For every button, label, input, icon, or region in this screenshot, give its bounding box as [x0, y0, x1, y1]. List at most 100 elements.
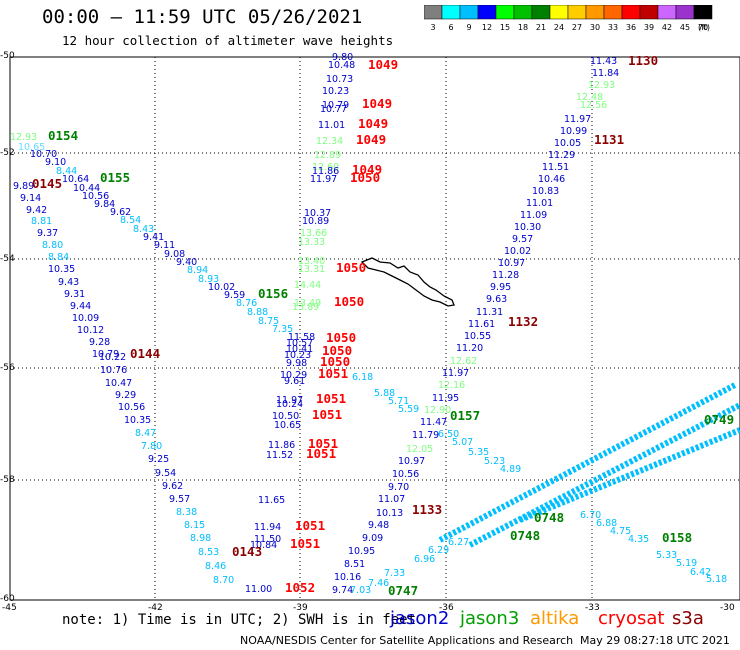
- pass-time-label: 1049: [356, 132, 386, 147]
- colorbar-tick-label: 39: [644, 23, 654, 32]
- colorbar-swatch: [621, 5, 641, 20]
- wave-height-label: 12.05: [406, 444, 433, 455]
- wave-height-label: 10.47: [105, 378, 132, 389]
- wave-height-label: 10.73: [326, 74, 353, 85]
- wave-height-label: 10.46: [538, 174, 565, 185]
- wave-height-label: 9.74: [332, 585, 353, 596]
- pass-time-label: 1050: [320, 354, 350, 369]
- wave-height-label: 6.88: [596, 518, 617, 529]
- wave-height-label: 9.84: [94, 199, 115, 210]
- wave-height-label: 11.01: [526, 198, 553, 209]
- wave-height-label: 11.61: [468, 319, 495, 330]
- wave-height-label: 9.10: [45, 157, 66, 168]
- wave-height-label: 10.35: [48, 264, 75, 275]
- wave-height-label: 10.57: [286, 338, 313, 349]
- colorbar: 3 6 9 12 15 18 21 24 27 30 33 36 39 42 45 70(ft): [424, 5, 713, 32]
- note-text: note: 1) Time is in UTC; 2) SWH is in fe…: [62, 612, 417, 628]
- lat-label-58: -58: [0, 475, 15, 485]
- wave-height-label: 4.89: [500, 464, 521, 475]
- wave-height-label: 11.01: [318, 120, 345, 131]
- wave-height-label: 6.70: [580, 510, 601, 521]
- wave-height-label: 11.43: [590, 56, 617, 67]
- wave-height-label: 11.00: [245, 584, 272, 595]
- wave-height-label: 13.40: [298, 256, 325, 267]
- pass-time-label: 0158: [662, 530, 692, 545]
- wave-height-label: 9.25: [148, 454, 169, 465]
- wave-height-label: 11.20: [456, 343, 483, 354]
- wave-height-label: 12.93: [10, 132, 37, 143]
- wave-height-label: 10.76: [100, 365, 127, 376]
- wave-height-label: 9.29: [115, 390, 136, 401]
- wave-height-label: 8.84: [48, 252, 69, 263]
- wave-height-label: 9.95: [490, 282, 511, 293]
- wave-height-label: 9.63: [486, 294, 507, 305]
- wave-height-label: 8.88: [247, 307, 268, 318]
- wave-height-label: 11.86: [268, 440, 295, 451]
- colorbar-tick-label: 3: [430, 23, 435, 32]
- colorbar-tick-label: 9: [466, 23, 471, 32]
- pass-time-label: 0748: [510, 528, 540, 543]
- wave-height-label: 11.97: [276, 395, 303, 406]
- satellite-track: [438, 382, 737, 543]
- wave-height-label: 10.29: [280, 370, 307, 381]
- wave-height-label: 10.35: [124, 415, 151, 426]
- wave-height-label: 11.51: [542, 162, 569, 173]
- pass-time-label: 1050: [336, 260, 366, 275]
- wave-height-label: 10.22: [99, 352, 126, 363]
- wave-height-label: 10.37: [304, 208, 331, 219]
- pass-time-label: 0748: [534, 510, 564, 525]
- wave-height-label: 7.03: [350, 585, 371, 596]
- wave-height-label: 10.13: [376, 508, 403, 519]
- wave-height-label: 7.33: [384, 568, 405, 579]
- pass-time-label: 0156: [258, 286, 288, 301]
- colorbar-tick-label: 27: [572, 23, 582, 32]
- wave-height-label: 10.24: [276, 399, 303, 410]
- lon-label-45: -45: [2, 603, 17, 613]
- wave-height-label: 9.09: [362, 533, 383, 544]
- wave-height-label: 9.31: [64, 289, 85, 300]
- wave-height-label: 6.50: [438, 429, 459, 440]
- wave-height-label: 9.61: [284, 376, 305, 387]
- wave-height-label: 10.99: [560, 126, 587, 137]
- colorbar-swatch: [531, 5, 551, 20]
- timestamp: May 29 08:27:18 UTC 2021: [580, 634, 730, 647]
- colorbar-tick-label: 21: [536, 23, 546, 32]
- wave-height-label: 10.79: [92, 349, 119, 360]
- wave-height-label: 4.75: [610, 526, 631, 537]
- colorbar-swatch: [549, 5, 569, 20]
- pass-time-label: 0154: [48, 128, 78, 143]
- colorbar-swatch: [693, 5, 713, 20]
- lat-label-50: -50: [0, 51, 15, 61]
- pass-time-label: 0145: [32, 176, 62, 191]
- wave-height-label: 8.98: [190, 533, 211, 544]
- lon-label-30: -30: [720, 603, 735, 613]
- wave-height-label: 8.54: [120, 215, 141, 226]
- wave-height-label: 10.84: [250, 540, 277, 551]
- wave-height-label: 12.34: [316, 136, 343, 147]
- wave-height-label: 11.97: [564, 114, 591, 125]
- wave-height-label: 5.18: [706, 574, 727, 585]
- wave-height-label: 8.15: [184, 520, 205, 531]
- wave-height-label: 9.48: [368, 520, 389, 531]
- wave-height-label: 12.93: [588, 80, 615, 91]
- wave-height-label: 6.29: [428, 545, 449, 556]
- wave-height-label: 8.43: [133, 224, 154, 235]
- wave-height-label: 5.23: [484, 456, 505, 467]
- wave-height-label: 9.57: [512, 234, 533, 245]
- pass-time-label: 1050: [326, 330, 356, 345]
- wave-height-label: 8.81: [31, 216, 52, 227]
- pass-time-label: 1050: [322, 343, 352, 358]
- wave-height-label: 9.98: [286, 358, 307, 369]
- wave-height-label: 10.41: [286, 344, 313, 355]
- wave-height-label: 11.47: [420, 417, 447, 428]
- wave-height-label: 9.54: [155, 468, 176, 479]
- wave-height-label: 8.46: [205, 561, 226, 572]
- pass-time-label: 1052: [285, 580, 315, 595]
- wave-height-label: 10.16: [334, 572, 361, 583]
- legend-altika: altika: [530, 608, 580, 629]
- wave-height-label: 9.70: [388, 482, 409, 493]
- wave-height-label: 6.96: [414, 554, 435, 565]
- wave-height-label: 10.56: [82, 191, 109, 202]
- colorbar-swatch: [495, 5, 515, 20]
